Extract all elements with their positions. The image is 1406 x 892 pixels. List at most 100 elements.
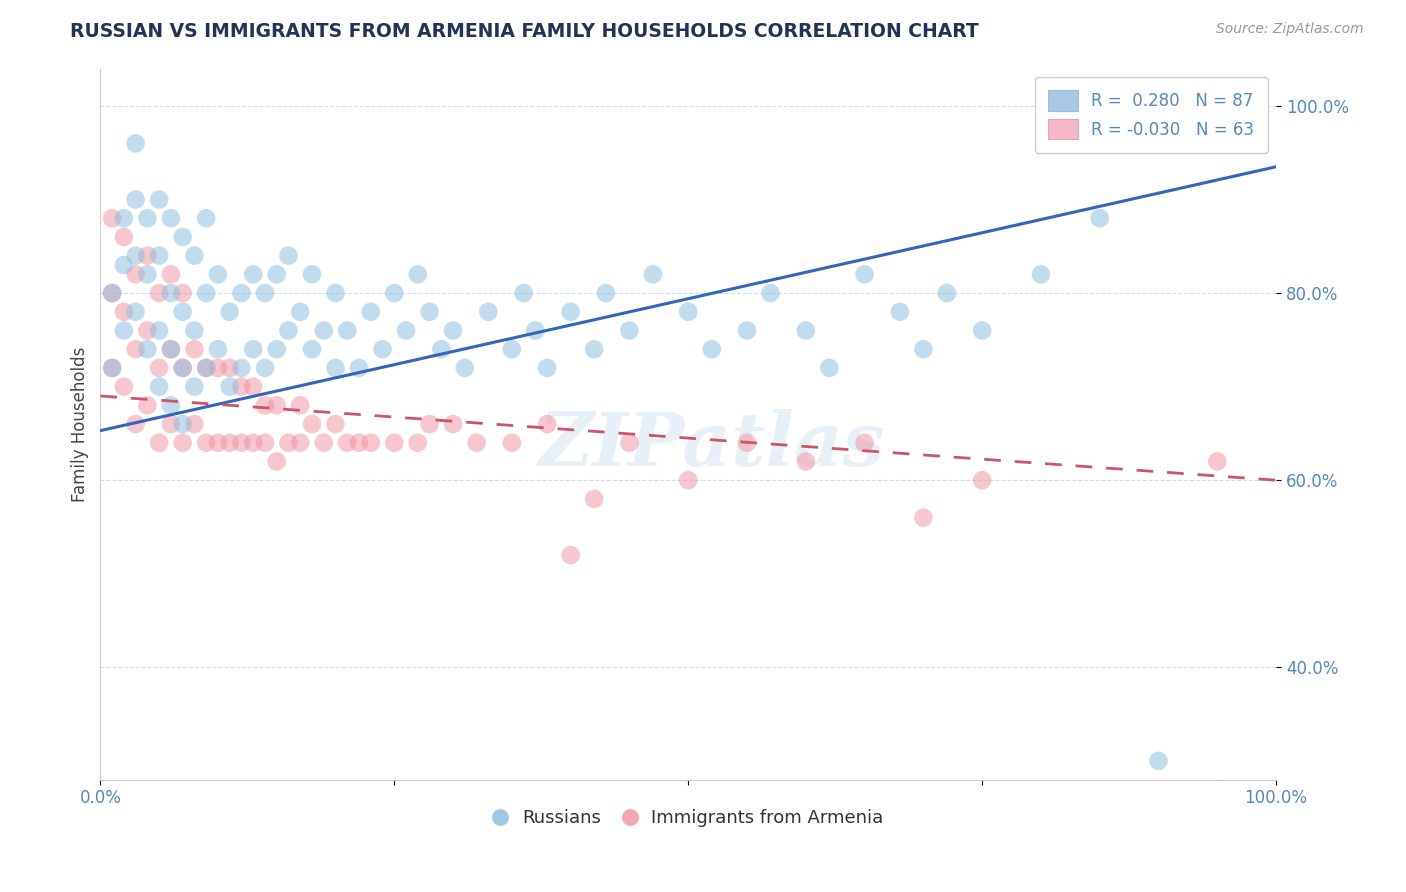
Point — [595, 286, 617, 301]
Point — [253, 398, 276, 412]
Point — [231, 435, 253, 450]
Point — [136, 268, 159, 282]
Point — [524, 324, 547, 338]
Point — [218, 435, 240, 450]
Point — [477, 305, 499, 319]
Point — [266, 398, 288, 412]
Point — [172, 360, 194, 375]
Point — [336, 324, 359, 338]
Point — [160, 417, 183, 431]
Point — [231, 360, 253, 375]
Point — [290, 398, 312, 412]
Point — [266, 342, 288, 356]
Point — [148, 193, 170, 207]
Point — [253, 286, 276, 301]
Point — [277, 435, 299, 450]
Point — [136, 398, 159, 412]
Point — [253, 360, 276, 375]
Point — [160, 398, 183, 412]
Point — [148, 435, 170, 450]
Point — [172, 286, 194, 301]
Point — [124, 249, 146, 263]
Point — [242, 379, 264, 393]
Legend: Russians, Immigrants from Armenia: Russians, Immigrants from Armenia — [485, 802, 891, 835]
Point — [136, 249, 159, 263]
Point — [465, 435, 488, 450]
Point — [148, 249, 170, 263]
Point — [430, 342, 453, 356]
Point — [972, 473, 994, 487]
Point — [183, 249, 205, 263]
Text: ZIPatlas: ZIPatlas — [538, 409, 886, 482]
Point — [124, 268, 146, 282]
Point — [794, 454, 817, 468]
Point — [101, 286, 124, 301]
Point — [441, 417, 464, 431]
Point — [231, 379, 253, 393]
Point — [301, 342, 323, 356]
Text: RUSSIAN VS IMMIGRANTS FROM ARMENIA FAMILY HOUSEHOLDS CORRELATION CHART: RUSSIAN VS IMMIGRANTS FROM ARMENIA FAMIL… — [70, 22, 979, 41]
Point — [136, 324, 159, 338]
Point — [218, 305, 240, 319]
Point — [290, 305, 312, 319]
Point — [172, 360, 194, 375]
Point — [112, 305, 135, 319]
Point — [1088, 211, 1111, 226]
Point — [112, 211, 135, 226]
Point — [290, 435, 312, 450]
Point — [101, 211, 124, 226]
Point — [325, 417, 347, 431]
Point — [889, 305, 911, 319]
Point — [160, 268, 183, 282]
Point — [501, 435, 523, 450]
Point — [183, 324, 205, 338]
Point — [700, 342, 723, 356]
Point — [160, 342, 183, 356]
Point — [195, 435, 218, 450]
Point — [536, 417, 558, 431]
Point — [160, 211, 183, 226]
Point — [195, 360, 218, 375]
Point — [172, 230, 194, 244]
Point — [301, 268, 323, 282]
Point — [195, 360, 218, 375]
Point — [360, 435, 382, 450]
Point — [218, 379, 240, 393]
Point — [912, 510, 935, 524]
Point — [112, 230, 135, 244]
Point — [347, 360, 370, 375]
Point — [124, 305, 146, 319]
Point — [1147, 754, 1170, 768]
Point — [183, 417, 205, 431]
Point — [124, 417, 146, 431]
Point — [419, 305, 441, 319]
Point — [312, 324, 335, 338]
Point — [160, 286, 183, 301]
Point — [160, 342, 183, 356]
Point — [1029, 268, 1052, 282]
Point — [301, 417, 323, 431]
Point — [735, 435, 758, 450]
Point — [148, 286, 170, 301]
Point — [454, 360, 477, 375]
Point — [325, 286, 347, 301]
Point — [972, 324, 994, 338]
Point — [183, 342, 205, 356]
Point — [583, 491, 606, 506]
Point — [536, 360, 558, 375]
Point — [336, 435, 359, 450]
Point — [207, 435, 229, 450]
Point — [207, 360, 229, 375]
Point — [676, 473, 699, 487]
Point — [242, 268, 264, 282]
Point — [172, 417, 194, 431]
Point — [231, 286, 253, 301]
Point — [1206, 781, 1229, 796]
Point — [853, 268, 876, 282]
Point — [207, 342, 229, 356]
Point — [512, 286, 534, 301]
Point — [277, 249, 299, 263]
Point — [242, 342, 264, 356]
Point — [853, 435, 876, 450]
Point — [172, 305, 194, 319]
